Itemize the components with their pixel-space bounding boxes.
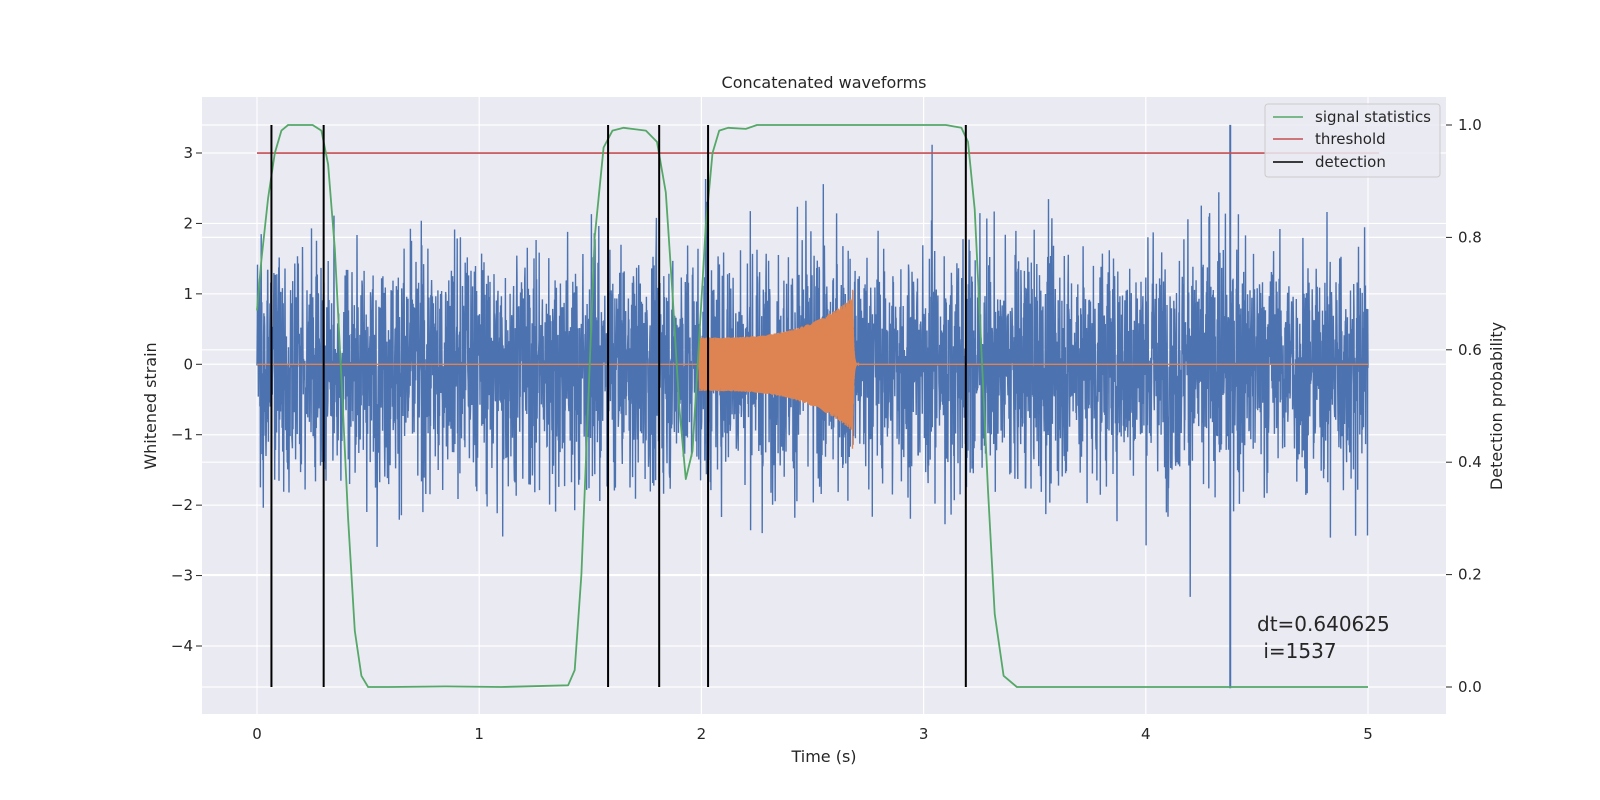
y-left-tick-label: 1	[183, 285, 193, 303]
y-right-tick-label: 0.2	[1458, 566, 1482, 584]
waveform-line	[257, 289, 1369, 449]
axis-ticks: 0 1 2 3 4 5 3 2 1 0 −1 −2 −3 −4 1.0 0.8 0.6 0.4 0.2 0.0	[171, 116, 1482, 743]
y-left-tick-label: −1	[171, 426, 193, 444]
y-left-tick-label: 0	[183, 355, 193, 373]
y-axis-label-left: Whitened strain	[141, 342, 160, 469]
y-left-tick-label: −2	[171, 496, 193, 514]
annotation-i: i=1537	[1257, 639, 1337, 663]
x-tick-label: 2	[697, 725, 707, 743]
y-right-tick-label: 0.6	[1458, 341, 1482, 359]
y-right-tick-label: 0.0	[1458, 678, 1482, 696]
legend-label-detection: detection	[1315, 153, 1386, 171]
annotation-dt: dt=0.640625	[1257, 612, 1390, 636]
y-left-tick-label: 3	[183, 144, 193, 162]
y-right-tick-label: 1.0	[1458, 116, 1482, 134]
legend-label-signal-statistics: signal statistics	[1315, 108, 1431, 126]
legend-label-threshold: threshold	[1315, 130, 1386, 148]
x-tick-label: 0	[252, 725, 262, 743]
y-left-tick-label: −3	[171, 567, 193, 585]
y-right-tick-label: 0.8	[1458, 228, 1482, 246]
y-right-tick-label: 0.4	[1458, 453, 1482, 471]
chart-title: Concatenated waveforms	[722, 73, 927, 92]
legend-box	[1264, 103, 1441, 178]
waveform-series	[257, 289, 1369, 449]
x-tick-label: 1	[474, 725, 484, 743]
legend: signal statistics threshold detection	[1264, 103, 1441, 178]
x-tick-label: 3	[919, 725, 929, 743]
x-tick-label: 4	[1141, 725, 1151, 743]
detection-markers	[270, 125, 967, 687]
y-left-tick-label: −4	[171, 637, 193, 655]
y-left-tick-label: 2	[183, 214, 193, 232]
x-axis-label: Time (s)	[790, 747, 856, 766]
x-tick-label: 5	[1363, 725, 1373, 743]
y-axis-label-right: Detection probability	[1487, 322, 1506, 490]
